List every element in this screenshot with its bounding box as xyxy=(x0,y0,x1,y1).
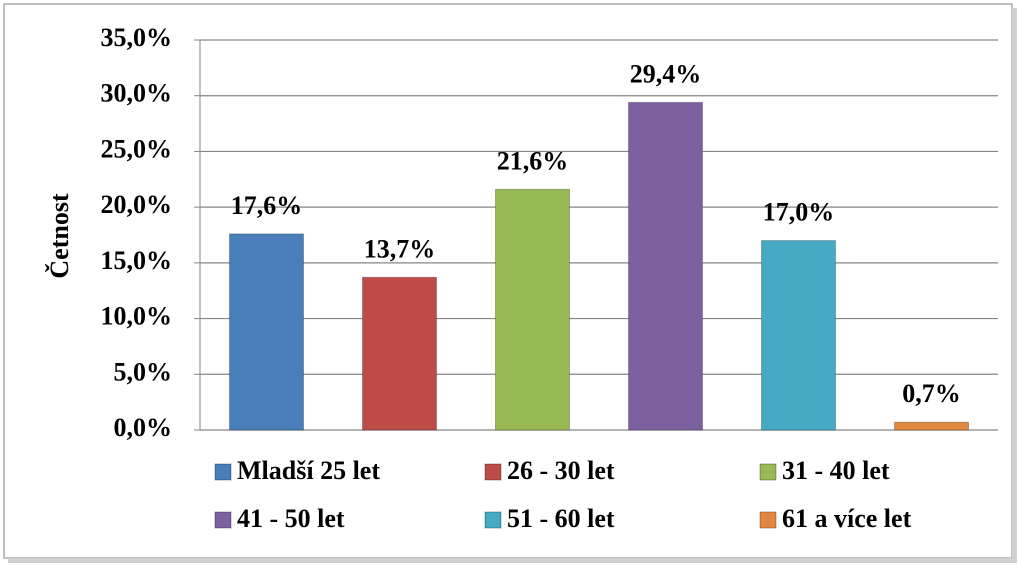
legend-label: 61 a více let xyxy=(782,504,912,533)
y-tick-label: 0,0% xyxy=(114,413,173,442)
legend-swatch xyxy=(484,463,502,481)
legend-label: 31 - 40 let xyxy=(782,456,890,485)
value-label: 29,4% xyxy=(630,59,702,88)
bar xyxy=(229,233,304,431)
legend-swatch xyxy=(214,463,232,481)
legend-swatch xyxy=(759,463,777,481)
bar xyxy=(495,188,570,431)
legend-label: 26 - 30 let xyxy=(507,456,615,485)
legend-label: 41 - 50 let xyxy=(237,504,345,533)
legend-label: 51 - 60 let xyxy=(507,504,615,533)
y-tick-label: 10,0% xyxy=(101,302,173,331)
legend-swatch xyxy=(484,511,502,529)
bar xyxy=(894,421,969,431)
value-label: 13,7% xyxy=(364,234,436,263)
frame-shadow xyxy=(8,558,1017,563)
bar xyxy=(761,240,836,431)
frame-shadow xyxy=(1012,8,1017,562)
y-axis-title: Četnost xyxy=(45,193,74,279)
legend-swatch xyxy=(759,511,777,529)
y-tick-label: 15,0% xyxy=(101,246,173,275)
bar xyxy=(628,101,703,431)
value-label: 21,6% xyxy=(497,146,569,175)
legend-label: Mladší 25 let xyxy=(237,456,380,485)
y-tick-label: 30,0% xyxy=(101,79,173,108)
value-label: 0,7% xyxy=(902,379,961,408)
y-tick-label: 5,0% xyxy=(114,357,173,386)
legend-swatch xyxy=(214,511,232,529)
bar xyxy=(362,276,437,431)
y-tick-label: 25,0% xyxy=(101,134,173,163)
value-label: 17,0% xyxy=(763,198,835,227)
y-tick-label: 20,0% xyxy=(101,190,173,219)
value-label: 17,6% xyxy=(231,191,303,220)
y-tick-label: 35,0% xyxy=(101,23,173,52)
